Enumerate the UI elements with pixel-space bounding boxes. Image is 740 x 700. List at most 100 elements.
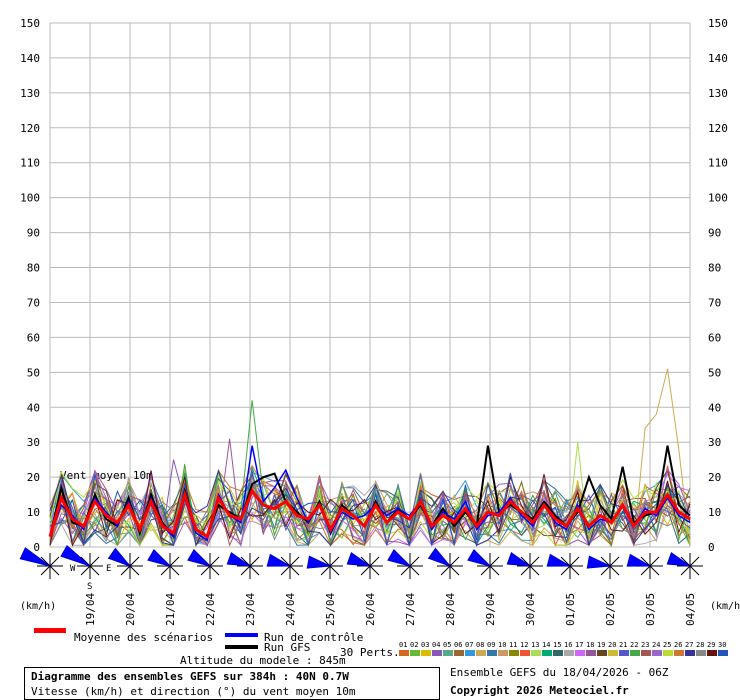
perturbation-code: 18 xyxy=(586,641,594,649)
y-tick-label-left: 100 xyxy=(20,192,40,205)
wind-direction-wedge xyxy=(306,555,332,569)
x-tick-label: 23/04 xyxy=(244,593,257,626)
wind-direction-wedge xyxy=(147,548,172,567)
perturbation-code: 23 xyxy=(641,641,649,649)
wind-direction-wedge xyxy=(107,547,132,568)
x-tick-label: 24/04 xyxy=(284,593,297,626)
wind-rose xyxy=(60,545,103,579)
y-tick-label-right: 30 xyxy=(708,436,721,449)
perturbation-code: 25 xyxy=(663,641,671,649)
y-tick-label-right: 140 xyxy=(708,52,728,65)
perturbation-code: 28 xyxy=(696,641,704,649)
wind-rose xyxy=(226,552,263,579)
inner-label: Vent moyen 10m xyxy=(60,469,153,482)
y-tick-label-left: 130 xyxy=(20,87,40,100)
perturbation-line xyxy=(49,469,691,547)
x-tick-label: 01/05 xyxy=(564,593,577,626)
chart-title: Diagramme des ensembles GEFS sur 384h : … xyxy=(31,670,349,683)
y-tick-label-left: 20 xyxy=(27,471,40,484)
y-tick-label-left: 80 xyxy=(27,262,40,275)
wind-rose xyxy=(306,553,343,579)
y-tick-label-left: 70 xyxy=(27,296,40,309)
wind-direction-wedge xyxy=(666,552,692,567)
compass-west-label: W xyxy=(70,564,76,574)
chart-subtitle: Vitesse (km/h) et direction (°) du vent … xyxy=(31,685,356,698)
perturbation-swatch xyxy=(465,650,475,656)
y-tick-label-right: 150 xyxy=(708,17,728,30)
y-unit-label-left: (km/h) xyxy=(20,601,56,612)
mean-line xyxy=(48,488,691,539)
perturbation-line xyxy=(49,468,691,547)
perturbation-swatch xyxy=(531,650,541,656)
perturbation-swatch xyxy=(575,650,585,656)
wind-rose xyxy=(666,552,703,579)
x-tick-label: 28/04 xyxy=(444,593,457,626)
x-tick-label: 19/04 xyxy=(84,593,97,626)
perturbation-code: 03 xyxy=(421,641,429,649)
x-tick-label: 20/04 xyxy=(124,593,137,626)
perturbation-code: 19 xyxy=(597,641,605,649)
perturbation-swatch xyxy=(597,650,607,656)
y-tick-label-left: 0 xyxy=(33,541,40,554)
wind-rose xyxy=(387,548,423,579)
y-tick-label-right: 130 xyxy=(708,87,728,100)
ensemble-run-label: Ensemble GEFS du 18/04/2026 - 06Z xyxy=(450,666,669,679)
y-tick-label-right: 40 xyxy=(708,401,721,414)
perturbation-code: 02 xyxy=(410,641,418,649)
y-unit-label-right: (km/h) xyxy=(710,601,740,612)
wind-direction-wedge xyxy=(226,552,252,567)
perturbation-code: 30 xyxy=(718,641,726,649)
perturbation-code: 27 xyxy=(685,641,693,649)
wind-direction-wedge xyxy=(467,548,492,567)
x-tick-label: 26/04 xyxy=(364,593,377,626)
perturbation-swatch xyxy=(641,650,651,656)
y-tick-label-left: 30 xyxy=(27,436,40,449)
perturbation-swatch xyxy=(454,650,464,656)
perturbation-swatch xyxy=(652,650,662,656)
x-tick-label: 29/04 xyxy=(484,593,497,626)
x-tick-label: 25/04 xyxy=(324,593,337,626)
perturbation-swatch xyxy=(498,650,508,656)
perturbation-code: 29 xyxy=(707,641,715,649)
perturbation-code: 16 xyxy=(564,641,572,649)
y-tick-label-left: 60 xyxy=(27,331,40,344)
perturbation-swatch xyxy=(685,650,695,656)
title-box: Diagramme des ensembles GEFS sur 384h : … xyxy=(24,667,440,700)
perturbation-code: 01 xyxy=(399,641,407,649)
wind-rose xyxy=(467,548,503,579)
perturbation-line xyxy=(49,474,691,547)
perturbation-swatch xyxy=(707,650,717,656)
perturbation-swatch xyxy=(509,650,519,656)
perturbation-code: 09 xyxy=(487,641,495,649)
x-tick-label: 21/04 xyxy=(164,593,177,626)
wind-direction-wedge xyxy=(346,552,372,567)
wind-direction-wedge xyxy=(546,553,572,567)
perturbation-code: 07 xyxy=(465,641,473,649)
y-tick-label-right: 110 xyxy=(708,157,728,170)
perturbation-swatch xyxy=(674,650,684,656)
wind-direction-wedge xyxy=(266,553,292,567)
y-tick-label-left: 110 xyxy=(20,157,40,170)
x-tick-label: 03/05 xyxy=(644,593,657,626)
perturbation-swatch xyxy=(476,650,486,656)
perturbation-code: 12 xyxy=(520,641,528,649)
perturbation-code: 06 xyxy=(454,641,462,649)
perturbation-code: 24 xyxy=(652,641,660,649)
legend-gfs-swatch xyxy=(225,645,258,649)
perturbation-code: 13 xyxy=(531,641,539,649)
perturbation-swatch xyxy=(487,650,497,656)
wind-direction-wedge xyxy=(586,555,612,569)
perturbation-swatch xyxy=(399,650,409,656)
perturbation-swatch xyxy=(718,650,728,656)
wind-rose xyxy=(586,553,623,579)
y-tick-label-right: 60 xyxy=(708,331,721,344)
legend-control-swatch xyxy=(225,633,258,637)
perturbation-code: 08 xyxy=(476,641,484,649)
y-tick-label-right: 0 xyxy=(708,541,715,554)
perturbation-swatch xyxy=(630,650,640,656)
perturbation-code: 17 xyxy=(575,641,583,649)
y-tick-label-right: 120 xyxy=(708,122,728,135)
y-tick-label-right: 50 xyxy=(708,366,721,379)
wind-direction-wedge xyxy=(626,553,652,567)
